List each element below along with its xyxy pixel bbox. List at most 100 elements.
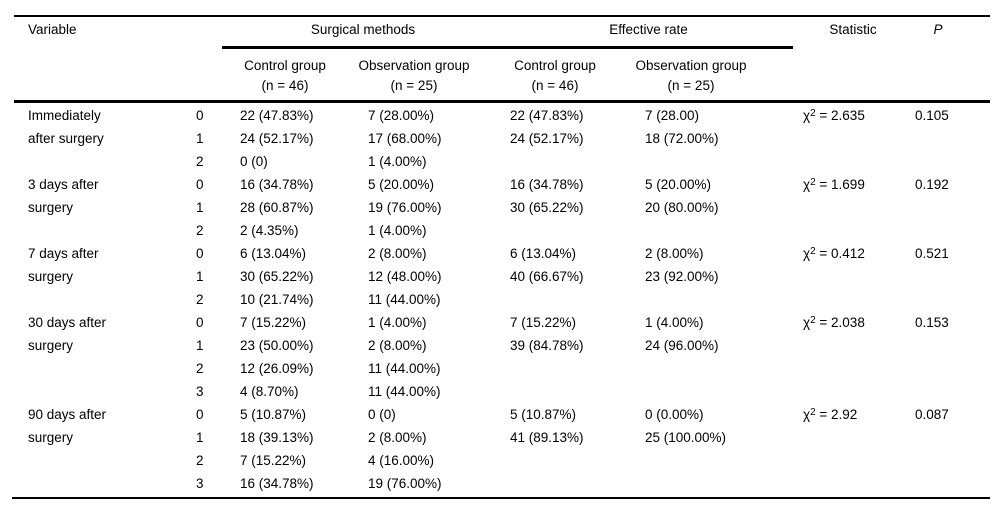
variable-cell: surgery xyxy=(28,200,74,215)
sm-control-cell: 5 (10.87%) xyxy=(240,407,307,422)
sm-control-cell: 12 (26.09%) xyxy=(240,361,314,376)
p-value-cell xyxy=(908,127,1000,150)
statistic-value: = 0.412 xyxy=(815,246,865,261)
column-group-surgical-methods: Surgical methods xyxy=(310,22,416,37)
sm-control-cell: 23 (50.00%) xyxy=(240,338,314,353)
sm-observation-cell: 2 (8.00%) xyxy=(368,338,427,353)
sm-observation-cell: 5 (20.00%) xyxy=(368,177,435,192)
table-row: surgery 1 18 (39.13%) 2 (8.00%) 41 (89.13%) 2… xyxy=(0,426,1000,449)
variable-cell xyxy=(0,288,190,311)
er-observation-cell xyxy=(642,380,798,403)
sm-observation-cell: 11 (44.00%) xyxy=(368,361,441,376)
sm-control-cell: 10 (21.74%) xyxy=(240,292,314,307)
chi-symbol: χ xyxy=(803,108,811,123)
er-control-cell: 39 (84.78%) xyxy=(510,338,584,353)
table-row: Immediately 0 22 (47.83%) 7 (28.00%) 22 (47.… xyxy=(0,104,1000,127)
subheader-effective-observation: Observation group (n = 25) xyxy=(626,56,756,96)
chi-superscript: 2 xyxy=(810,406,816,418)
er-observation-cell: 7 (28.00) xyxy=(645,108,700,123)
table-body: Immediately 0 22 (47.83%) 7 (28.00%) 22 (47.… xyxy=(0,104,1000,495)
sm-control-cell: 6 (13.04%) xyxy=(240,246,307,261)
column-header-p: P xyxy=(933,22,943,37)
sm-observation-cell: 12 (48.00%) xyxy=(368,269,442,284)
table-row: 2 7 (15.22%) 4 (16.00%) xyxy=(0,449,1000,472)
sm-observation-cell: 11 (44.00%) xyxy=(368,384,441,399)
er-observation-cell xyxy=(642,219,798,242)
p-value-cell xyxy=(908,150,1000,173)
p-value-cell xyxy=(908,334,1000,357)
p-value-cell xyxy=(908,196,1000,219)
variable-cell xyxy=(0,357,190,380)
statistic-cell: χ2 = 1.699 xyxy=(798,173,908,198)
er-control-cell: 7 (15.22%) xyxy=(510,315,577,330)
variable-cell xyxy=(0,472,190,495)
sm-observation-cell: 1 (4.00%) xyxy=(368,154,427,169)
chi-symbol: χ xyxy=(803,177,811,192)
chi-superscript: 2 xyxy=(810,107,816,119)
p-value-cell: 0.521 xyxy=(915,246,949,261)
chi-symbol: χ xyxy=(803,407,811,422)
chi-symbol: χ xyxy=(803,246,811,261)
table-row: 7 days after 0 6 (13.04%) 2 (8.00%) 6 (13.04… xyxy=(0,242,1000,265)
variable-cell: after surgery xyxy=(28,131,104,146)
header-spanner-rule xyxy=(222,46,793,49)
er-observation-cell xyxy=(642,288,798,311)
sm-observation-cell: 7 (28.00%) xyxy=(368,108,435,123)
statistic-cell xyxy=(798,265,908,288)
statistic-value: = 1.699 xyxy=(815,177,865,192)
table-row: surgery 1 30 (65.22%) 12 (48.00%) 40 (66.67%… xyxy=(0,265,1000,288)
column-header-statistic: Statistic xyxy=(829,22,877,37)
variable-cell: Immediately xyxy=(28,108,101,123)
er-control-cell: 30 (65.22%) xyxy=(510,200,584,215)
er-observation-cell: 1 (4.00%) xyxy=(645,315,704,330)
p-value-cell: 0.105 xyxy=(915,108,949,123)
score-cell: 0 xyxy=(196,108,204,123)
p-value-cell xyxy=(908,357,1000,380)
variable-cell: 7 days after xyxy=(28,246,99,261)
sm-control-cell: 16 (34.78%) xyxy=(240,476,314,491)
table-row: 2 2 (4.35%) 1 (4.00%) xyxy=(0,219,1000,242)
score-cell: 3 xyxy=(196,384,204,399)
subheader-line2: (n = 46) xyxy=(531,78,579,93)
er-observation-cell xyxy=(642,472,798,495)
sm-observation-cell: 2 (8.00%) xyxy=(368,246,427,261)
score-cell: 2 xyxy=(196,154,204,169)
sm-observation-cell: 0 (0) xyxy=(368,407,396,422)
sm-control-cell: 7 (15.22%) xyxy=(240,315,307,330)
er-observation-cell xyxy=(642,150,798,173)
sm-control-cell: 22 (47.83%) xyxy=(240,108,314,123)
er-observation-cell: 0 (0.00%) xyxy=(645,407,704,422)
subheader-line1: Control group xyxy=(514,58,596,73)
statistic-cell xyxy=(798,127,908,150)
er-control-cell xyxy=(506,380,642,403)
subheader-line2: (n = 46) xyxy=(261,78,309,93)
statistic-cell xyxy=(798,334,908,357)
statistic-cell xyxy=(798,288,908,311)
statistic-cell: χ2 = 2.635 xyxy=(798,104,908,129)
sm-control-cell: 18 (39.13%) xyxy=(240,430,314,445)
subheader-line1: Observation group xyxy=(635,58,747,73)
p-value-cell: 0.192 xyxy=(915,177,949,192)
statistic-cell xyxy=(798,449,908,472)
table-row: 3 16 (34.78%) 19 (76.00%) xyxy=(0,472,1000,495)
table-top-rule xyxy=(14,15,990,17)
sm-control-cell: 7 (15.22%) xyxy=(240,453,307,468)
p-value-cell xyxy=(908,219,1000,242)
variable-cell: 30 days after xyxy=(28,315,107,330)
score-cell: 2 xyxy=(196,361,204,376)
er-observation-cell: 25 (100.00%) xyxy=(645,430,727,445)
table-row: after surgery 1 24 (52.17%) 17 (68.00%) 24 (… xyxy=(0,127,1000,150)
chi-symbol: χ xyxy=(803,315,811,330)
variable-cell xyxy=(0,219,190,242)
er-control-cell xyxy=(506,357,642,380)
header-bottom-rule xyxy=(14,100,990,103)
sm-control-cell: 28 (60.87%) xyxy=(240,200,314,215)
er-observation-cell: 20 (80.00%) xyxy=(645,200,719,215)
sm-observation-cell: 19 (76.00%) xyxy=(368,476,442,491)
p-value-cell xyxy=(908,265,1000,288)
variable-cell xyxy=(0,380,190,403)
er-control-cell xyxy=(506,219,642,242)
column-group-effective-rate: Effective rate xyxy=(609,22,688,37)
sm-observation-cell: 11 (44.00%) xyxy=(368,292,441,307)
statistic-cell xyxy=(798,357,908,380)
